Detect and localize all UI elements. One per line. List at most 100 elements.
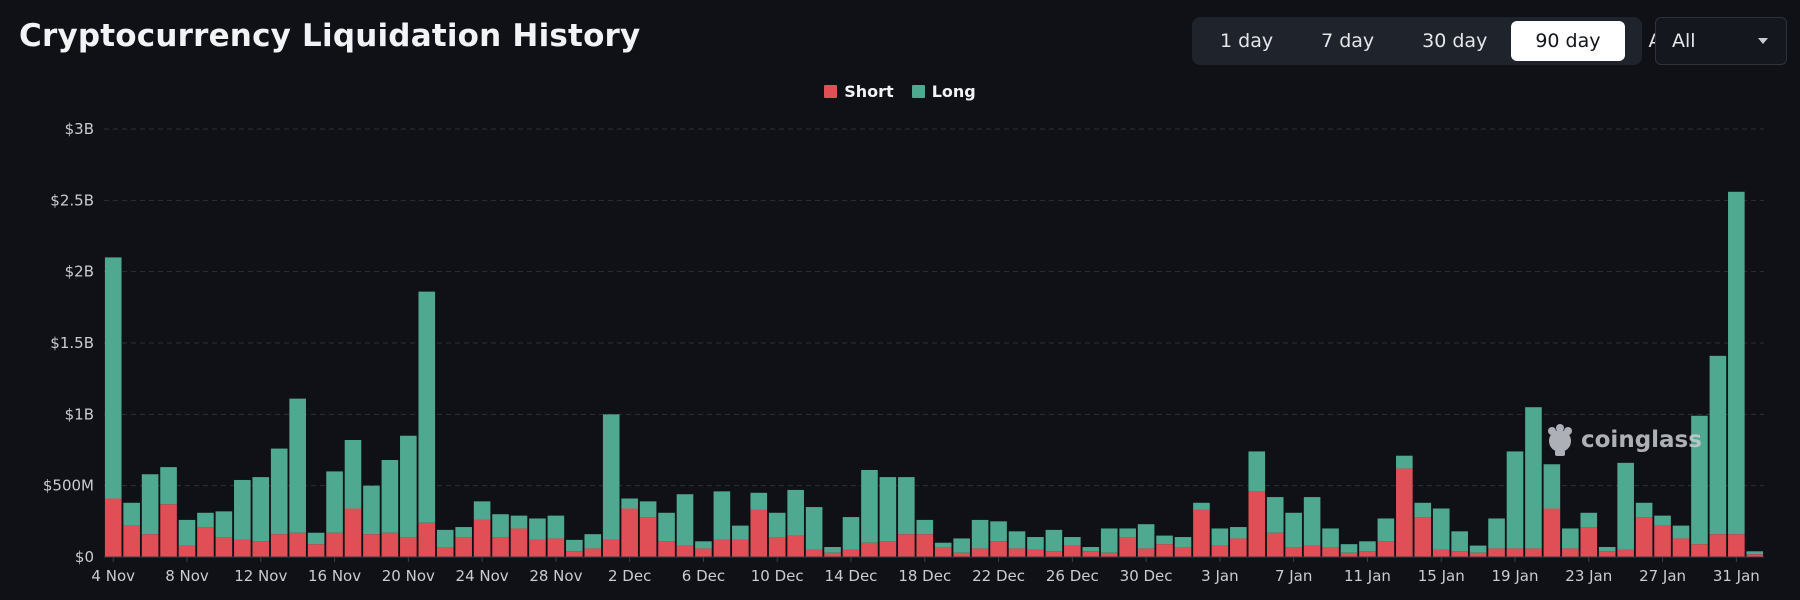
bar-short <box>1635 517 1653 557</box>
bar-short <box>1340 552 1358 557</box>
bar-short <box>971 548 989 557</box>
bar-short <box>1451 551 1468 557</box>
x-tick-label: 18 Dec <box>898 567 951 585</box>
bar-short <box>141 534 159 557</box>
bar-long <box>1432 508 1450 550</box>
bar-short <box>842 549 860 557</box>
bar-short <box>602 539 620 557</box>
bar-long <box>252 477 270 542</box>
bar-long <box>270 448 288 535</box>
bar-long <box>1082 547 1100 552</box>
bar-long <box>1137 524 1155 549</box>
bar-short <box>473 519 491 557</box>
bar-short <box>1506 548 1524 557</box>
bar-short <box>1488 548 1505 557</box>
y-tick-label: $1B <box>65 405 94 423</box>
bar-short <box>400 537 417 557</box>
bar-long <box>1359 541 1376 552</box>
bar-long <box>1064 537 1081 546</box>
bar-short <box>363 534 380 557</box>
y-tick-label: $0 <box>75 548 94 566</box>
bar-long <box>400 435 417 538</box>
bar-long <box>1211 528 1229 546</box>
x-tick-label: 12 Nov <box>234 567 287 585</box>
bar-long <box>529 518 546 540</box>
x-tick-label: 11 Jan <box>1344 567 1391 585</box>
bar-long <box>1488 518 1505 549</box>
bar-long <box>1303 497 1321 546</box>
bar-long <box>971 519 989 549</box>
bar-short <box>990 541 1007 557</box>
bar-short <box>1100 552 1118 557</box>
bar-short <box>1728 534 1745 557</box>
bar-long <box>695 541 712 549</box>
bar-long <box>1156 535 1173 545</box>
bar-long <box>141 474 159 535</box>
bar-short <box>916 534 934 557</box>
bar-long <box>584 534 602 549</box>
x-tick-label: 23 Jan <box>1565 567 1612 585</box>
bar-short <box>510 528 528 557</box>
bar-short <box>639 517 657 557</box>
legend-item-short[interactable]: Short <box>824 82 894 101</box>
x-tick-label: 16 Nov <box>308 567 361 585</box>
range-7-day-button[interactable]: 7 day <box>1321 30 1375 52</box>
bar-short <box>1580 527 1598 557</box>
bar-long <box>160 467 177 505</box>
bar-long <box>1525 407 1542 549</box>
bar-long <box>455 527 472 538</box>
bar-long <box>602 414 620 540</box>
range-30-day-button[interactable]: 30 day <box>1422 30 1488 52</box>
y-tick-label: $3B <box>65 120 94 138</box>
bar-long <box>916 519 934 535</box>
x-tick-label: 7 Jan <box>1275 567 1312 585</box>
bar-long <box>1322 528 1339 548</box>
bar-long <box>768 512 786 538</box>
bar-short <box>879 541 897 557</box>
bar-short <box>1377 541 1395 557</box>
range-1-day-button[interactable]: 1 day <box>1220 30 1274 52</box>
bar-long <box>713 491 731 540</box>
x-tick-label: 28 Nov <box>529 567 582 585</box>
bar-short <box>1266 532 1284 557</box>
x-tick-label: 8 Nov <box>165 567 209 585</box>
bar-long <box>547 515 565 539</box>
bar-short <box>1027 549 1044 557</box>
bar-short <box>252 541 270 557</box>
bar-long <box>326 471 343 533</box>
watermark-text: coinglass <box>1581 427 1702 453</box>
bar-short <box>1230 538 1247 557</box>
symbol-select-value: All <box>1672 30 1696 52</box>
range-90-day-button[interactable]: 90 day <box>1511 21 1625 61</box>
bar-short <box>492 537 509 557</box>
bar-short <box>1322 547 1339 557</box>
bar-short <box>1746 554 1764 557</box>
bar-short <box>1691 544 1708 557</box>
caret-down-icon <box>1758 38 1768 44</box>
bar-short <box>1008 548 1026 557</box>
x-tick-label: 4 Nov <box>91 567 135 585</box>
bar-short <box>1709 534 1727 557</box>
bar-short <box>1045 551 1063 557</box>
bar-long <box>1045 529 1063 552</box>
bar-short <box>1248 491 1266 557</box>
bar-short <box>307 544 325 557</box>
bar-long <box>1617 462 1634 550</box>
bar-short <box>732 539 749 557</box>
bar-long <box>289 398 306 533</box>
legend-swatch-short <box>824 85 838 98</box>
legend-label-short: Short <box>844 82 894 101</box>
bar-long <box>1506 451 1524 549</box>
bar-long <box>1580 512 1598 528</box>
bar-long <box>898 477 915 535</box>
symbol-select[interactable]: All <box>1655 17 1787 65</box>
bar-short <box>824 552 841 557</box>
bar-long <box>381 459 399 533</box>
bar-short <box>1469 552 1487 557</box>
x-tick-label: 22 Dec <box>972 567 1025 585</box>
bar-long <box>934 542 952 548</box>
legend-swatch-long <box>911 85 925 98</box>
bar-long <box>1266 497 1284 533</box>
legend-item-long[interactable]: Long <box>911 82 976 101</box>
